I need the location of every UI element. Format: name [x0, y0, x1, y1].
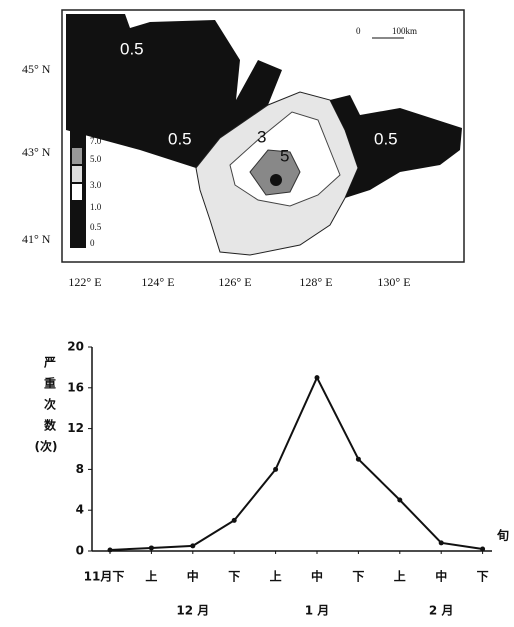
contour-label: 3: [257, 127, 266, 146]
y-tick-label: 4: [76, 503, 84, 517]
legend-label: 1.0: [90, 202, 102, 212]
y-axis-label: 严: [43, 356, 56, 370]
y-axis-label: 重: [44, 376, 56, 391]
contour-label: 5: [280, 146, 289, 165]
x-tick-label: 中: [187, 569, 199, 584]
x-tick-label: 下: [352, 570, 364, 584]
lon-label: 128° E: [299, 275, 332, 289]
lon-label: 130° E: [377, 275, 410, 289]
legend-label: 0.5: [90, 222, 102, 232]
lat-label: 43° N: [22, 145, 51, 159]
lon-label: 122° E: [68, 275, 101, 289]
x-tick-label: 11月下: [84, 570, 125, 584]
data-point: [480, 546, 486, 552]
x-tick-label: 中: [435, 569, 447, 584]
lon-label: 124° E: [141, 275, 174, 289]
map-frame: [61, 9, 465, 263]
x-tick-label: 下: [228, 570, 240, 584]
lat-label: 41° N: [22, 232, 51, 246]
y-axis-label: 次: [44, 397, 56, 412]
lat-label: 45° N: [22, 62, 51, 76]
x-axis-label: 旬: [496, 528, 509, 543]
x-tick-label: 上: [145, 569, 157, 584]
y-tick-label: 12: [67, 421, 84, 435]
x-tick-label: 上: [270, 569, 282, 584]
month-label: 12 月: [176, 604, 209, 618]
scale-label: 0: [356, 26, 361, 36]
contour-label: 0.5: [120, 39, 144, 58]
contour-label: 0.5: [374, 129, 398, 148]
contour-label: 0.5: [168, 129, 192, 148]
y-axis-label: 数: [44, 418, 57, 433]
legend-swatch: [72, 166, 82, 182]
legend-swatch: [72, 148, 82, 164]
lon-label: 126° E: [218, 275, 251, 289]
legend: 7.0 5.0 3.0 1.0 0.5 0: [70, 130, 102, 248]
data-point: [107, 547, 113, 553]
contour-5: [249, 149, 301, 196]
legend-label: 7.0: [90, 136, 102, 146]
contour-7: [270, 174, 282, 186]
data-point: [273, 466, 279, 472]
data-point: [148, 545, 154, 551]
region-east: [330, 95, 462, 198]
x-tick-label: 下: [477, 570, 489, 584]
x-tick-label: 中: [311, 569, 323, 584]
legend-label: 3.0: [90, 180, 102, 190]
y-tick-label: 16: [67, 380, 84, 394]
data-point: [231, 517, 237, 523]
data-point: [314, 375, 320, 381]
data-point: [355, 456, 361, 462]
y-tick-label: 20: [67, 340, 84, 354]
map: 0 100km 0.5 0.5 0.5 3 5 7.0 5.0 3.0 1.0 …: [22, 9, 465, 289]
legend-swatch: [72, 184, 82, 200]
data-point: [438, 540, 444, 546]
legend-label: 0: [90, 238, 95, 248]
y-tick-label: 8: [76, 462, 84, 476]
data-line: [109, 375, 483, 551]
y-axis-label: (次): [35, 439, 58, 454]
month-label: 2 月: [429, 604, 454, 618]
month-label: 1 月: [305, 604, 330, 618]
data-point: [190, 543, 196, 549]
data-point: [397, 497, 403, 503]
y-tick-label: 0: [76, 544, 84, 558]
legend-label: 5.0: [90, 154, 102, 164]
x-tick-label: 上: [394, 569, 406, 584]
scale-label: 100km: [392, 26, 417, 36]
region-west: [66, 14, 282, 168]
